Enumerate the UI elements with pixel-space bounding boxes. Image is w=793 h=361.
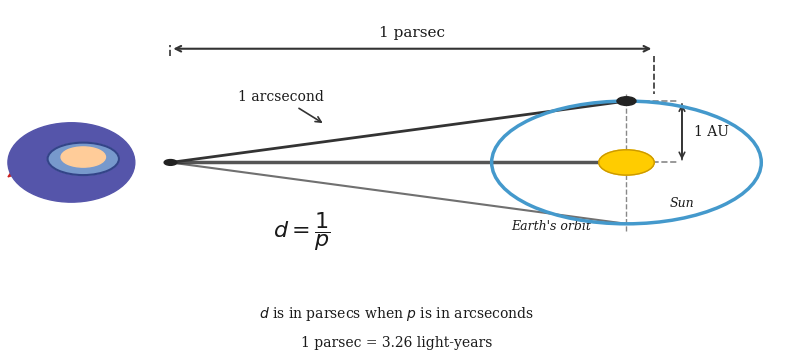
Polygon shape	[8, 148, 32, 177]
Text: 1 AU: 1 AU	[694, 125, 729, 139]
Text: Earth's orbit: Earth's orbit	[511, 220, 591, 233]
Circle shape	[61, 147, 105, 167]
Circle shape	[48, 143, 119, 175]
Circle shape	[164, 160, 177, 165]
Text: 1 parsec = 3.26 light-years: 1 parsec = 3.26 light-years	[301, 336, 492, 350]
Text: 1 arcsecond: 1 arcsecond	[238, 90, 324, 122]
Text: $\mathbf{\mathit{d}}$ is in parsecs when $\mathbf{\mathit{p}}$ is in arcseconds: $\mathbf{\mathit{d}}$ is in parsecs when…	[259, 305, 534, 323]
Text: 1 parsec: 1 parsec	[379, 26, 446, 40]
Circle shape	[599, 150, 654, 175]
Circle shape	[617, 97, 636, 105]
Ellipse shape	[8, 123, 135, 202]
Text: Sun: Sun	[670, 197, 695, 210]
Text: $d = \dfrac{1}{p}$: $d = \dfrac{1}{p}$	[273, 210, 330, 252]
